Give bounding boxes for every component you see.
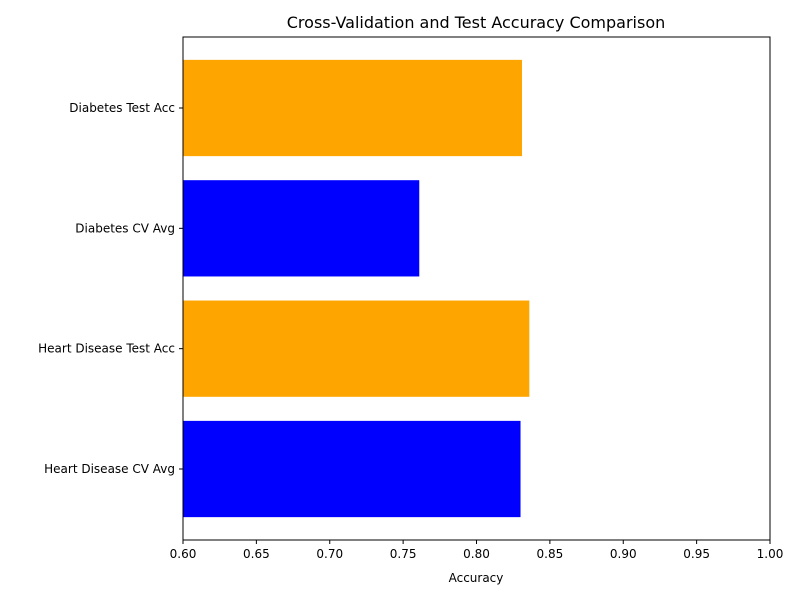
bar-diabetes-cv-avg xyxy=(183,180,420,277)
y-axis: Heart Disease CV Avg Heart Disease Test A… xyxy=(38,101,183,476)
y-tick-label: Heart Disease Test Acc xyxy=(38,342,175,356)
bars-layer xyxy=(183,59,530,518)
x-tick-label: 0.90 xyxy=(610,547,637,561)
x-tick-label: 0.80 xyxy=(463,547,490,561)
x-tick-label: 0.75 xyxy=(390,547,417,561)
bar-diabetes-test-acc xyxy=(183,59,522,157)
x-axis: 0.60 0.65 0.70 0.75 0.80 0.85 0.90 0.95 1.00 xyxy=(170,540,784,561)
x-tick-label: 0.95 xyxy=(683,547,710,561)
x-axis-label: Accuracy xyxy=(449,571,504,585)
bar-heart-disease-test-acc xyxy=(183,300,530,397)
x-tick-label: 1.00 xyxy=(757,547,784,561)
x-tick-label: 0.70 xyxy=(316,547,343,561)
x-tick-label: 0.85 xyxy=(537,547,564,561)
x-tick-label: 0.65 xyxy=(243,547,270,561)
x-tick-label: 0.60 xyxy=(170,547,197,561)
y-tick-label: Heart Disease CV Avg xyxy=(44,462,175,476)
y-tick-label: Diabetes CV Avg xyxy=(75,221,175,235)
y-tick-label: Diabetes Test Acc xyxy=(69,101,175,115)
plot-frame xyxy=(182,36,771,541)
bar-heart-disease-cv-avg xyxy=(183,420,521,518)
chart-title: Cross-Validation and Test Accuracy Compa… xyxy=(287,13,666,32)
